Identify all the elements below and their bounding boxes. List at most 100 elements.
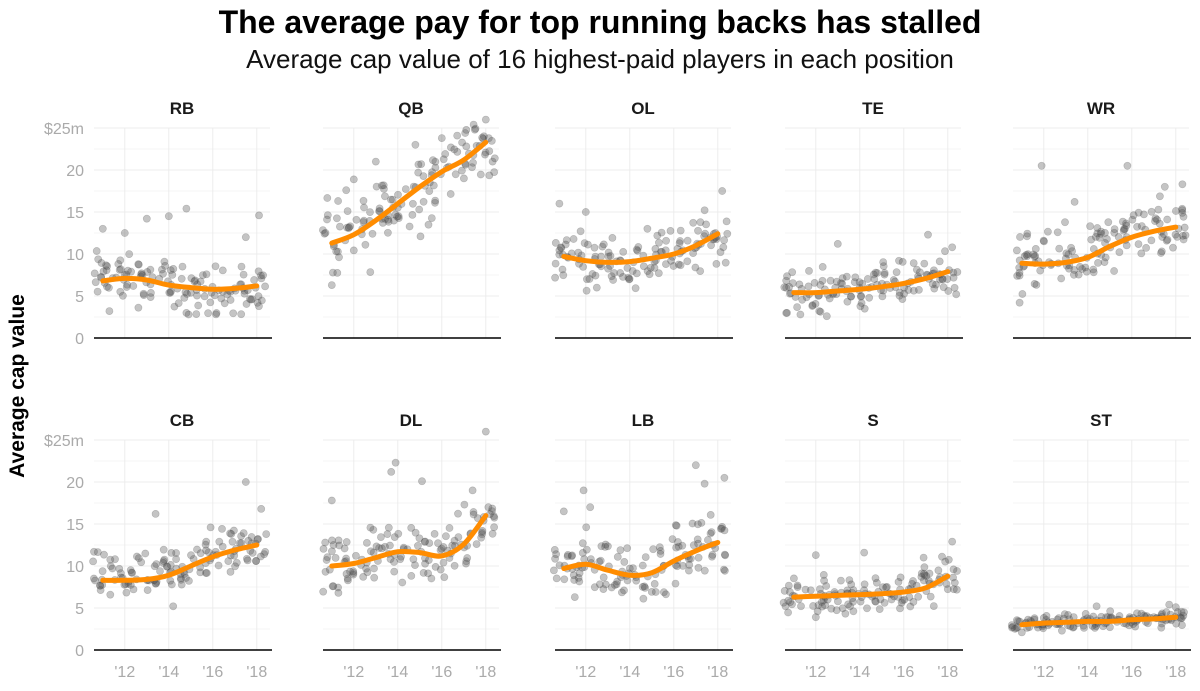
data-point — [178, 262, 187, 271]
data-point — [857, 291, 865, 300]
data-point — [362, 539, 371, 547]
data-point — [125, 250, 134, 258]
data-point — [656, 550, 665, 558]
data-point — [215, 537, 224, 546]
data-point — [920, 259, 929, 268]
data-point — [793, 581, 802, 590]
data-point — [1067, 243, 1075, 252]
data-point — [111, 555, 119, 564]
data-point — [916, 268, 924, 277]
data-point — [585, 275, 594, 283]
data-point — [655, 543, 664, 552]
data-point — [720, 550, 729, 559]
data-point — [582, 523, 591, 532]
data-point — [819, 571, 828, 579]
data-point — [418, 477, 426, 486]
data-point — [647, 588, 656, 596]
data-point — [793, 583, 802, 591]
data-point — [896, 604, 904, 613]
data-point — [132, 552, 141, 561]
data-point — [1092, 232, 1100, 241]
data-point — [415, 205, 424, 214]
x-tick-label: '18 — [707, 664, 728, 681]
data-point — [1070, 270, 1078, 279]
data-point — [691, 461, 700, 470]
data-point — [191, 276, 199, 285]
data-point — [1086, 222, 1094, 231]
data-point — [420, 538, 429, 546]
data-point — [419, 569, 428, 577]
data-point — [485, 171, 494, 180]
data-point — [1030, 252, 1039, 261]
data-point — [653, 231, 662, 240]
data-point — [721, 566, 729, 575]
data-point — [930, 284, 939, 293]
data-point — [1122, 219, 1130, 228]
data-point — [950, 578, 959, 587]
data-point — [604, 542, 612, 551]
data-point — [490, 523, 498, 532]
data-point — [880, 269, 889, 277]
data-point — [1007, 621, 1016, 629]
data-point — [106, 562, 115, 570]
data-point — [871, 574, 880, 583]
data-point — [417, 160, 426, 168]
data-point — [1162, 236, 1171, 245]
scatter-points — [780, 230, 962, 321]
data-point — [1024, 250, 1032, 259]
data-point — [226, 296, 235, 304]
data-point — [134, 260, 143, 269]
data-point — [323, 553, 332, 562]
data-point — [837, 576, 845, 585]
data-point — [558, 265, 567, 274]
data-point — [917, 573, 926, 581]
data-point — [818, 262, 827, 271]
data-point — [1016, 233, 1024, 241]
data-point — [857, 299, 866, 307]
data-point — [139, 291, 148, 299]
data-point — [359, 218, 368, 226]
x-tick-label: '18 — [1165, 664, 1186, 681]
chart-title: The average pay for top running backs ha… — [218, 4, 982, 40]
data-point — [832, 606, 841, 615]
panel-wr: WR — [1013, 99, 1191, 339]
data-point — [419, 197, 428, 206]
scatter-points — [1013, 161, 1190, 307]
chart-subtitle: Average cap value of 16 highest-paid pla… — [246, 44, 954, 74]
y-tick-label: 15 — [66, 517, 84, 534]
data-point — [159, 557, 168, 565]
data-point — [804, 282, 813, 291]
data-point — [379, 181, 388, 190]
data-point — [231, 562, 239, 571]
data-point — [599, 240, 608, 249]
data-point — [217, 294, 226, 303]
data-point — [134, 260, 143, 269]
data-point — [1158, 233, 1167, 241]
data-point — [440, 573, 449, 582]
data-point — [453, 147, 462, 156]
data-point — [832, 277, 841, 286]
data-point — [187, 274, 196, 283]
data-point — [1015, 263, 1024, 272]
data-point — [1165, 600, 1174, 609]
data-point — [481, 150, 489, 159]
data-point — [1131, 622, 1140, 631]
data-point — [814, 601, 823, 610]
data-point — [721, 551, 730, 560]
data-point — [469, 508, 478, 516]
data-point — [952, 290, 961, 299]
panel-title: RB — [170, 99, 195, 118]
panel-title: CB — [170, 411, 195, 430]
data-point — [689, 218, 698, 227]
data-point — [1160, 182, 1169, 191]
data-point — [340, 544, 349, 553]
data-point — [206, 523, 215, 532]
data-point — [368, 229, 377, 238]
data-point — [784, 596, 793, 605]
data-point — [798, 295, 807, 304]
data-point — [873, 269, 882, 277]
data-point — [706, 529, 715, 538]
data-point — [427, 574, 436, 583]
data-point — [928, 280, 937, 288]
data-point — [894, 578, 903, 586]
